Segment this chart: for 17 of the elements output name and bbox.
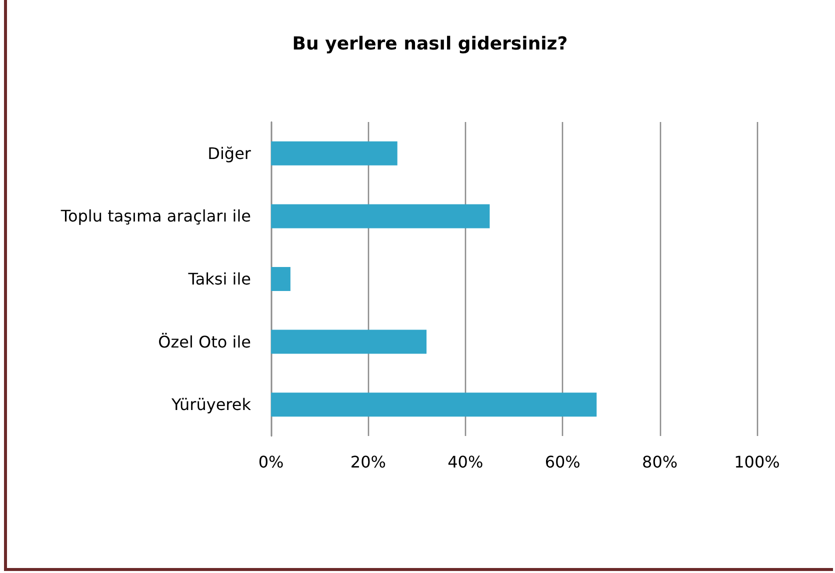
y-tick-label: Yürüyerek — [170, 395, 252, 414]
bar — [271, 330, 427, 354]
y-tick-label: Özel Oto ile — [158, 332, 251, 352]
y-tick-label: Toplu taşıma araçları ile — [60, 206, 251, 226]
y-tick-label: Diğer — [208, 144, 252, 163]
bar — [271, 392, 597, 417]
x-tick-label: 20% — [350, 452, 386, 472]
x-tick-label: 60% — [544, 452, 580, 472]
bar — [271, 141, 398, 166]
y-tick-label: Taksi ile — [187, 270, 251, 288]
x-tick-label: 80% — [642, 452, 678, 472]
x-tick-label: 0% — [258, 452, 284, 472]
bar — [271, 267, 290, 291]
chart-title: Bu yerlere nasıl gidersiniz? — [292, 34, 568, 54]
x-tick-label: 100% — [734, 452, 780, 472]
x-tick-label: 40% — [448, 452, 484, 472]
bar — [271, 204, 490, 228]
